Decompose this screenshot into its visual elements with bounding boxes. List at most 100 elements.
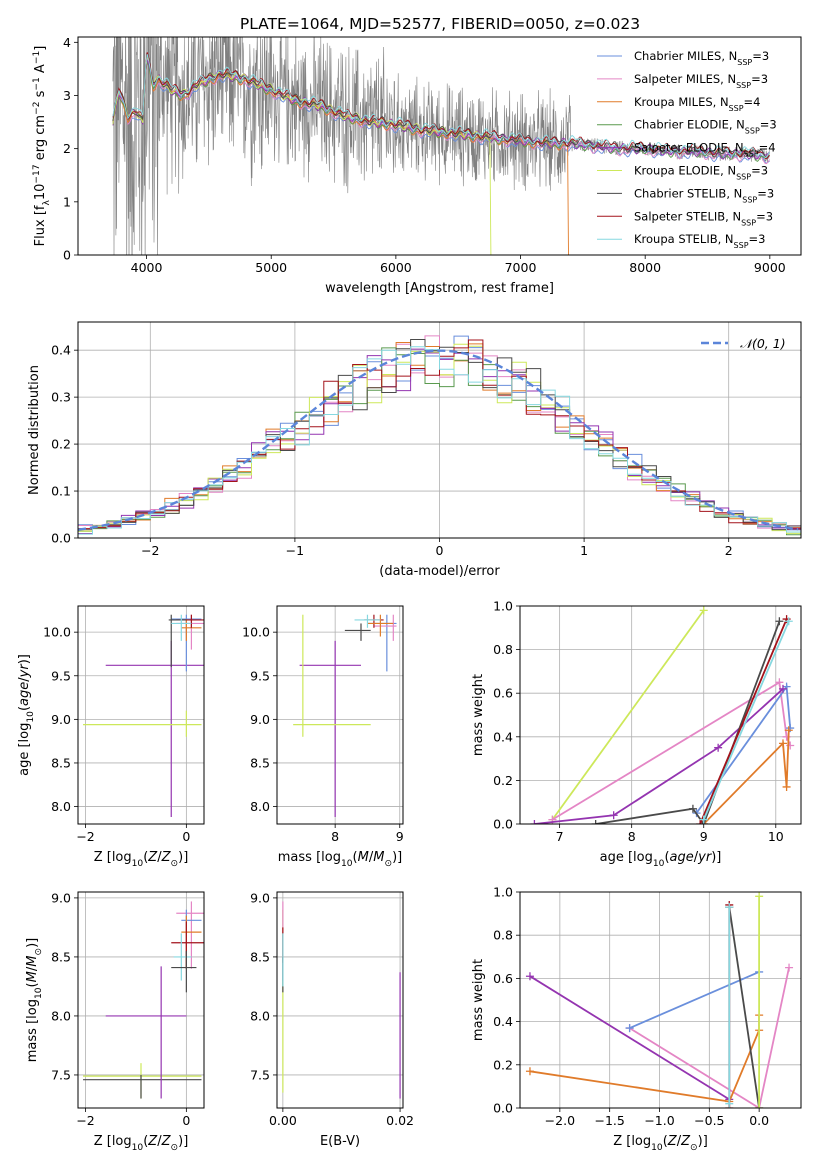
y-tick-label: 8.5: [51, 949, 71, 964]
axes-age_vs_Z: −2 0 8.0 8.5 9.0 9.5 10.0 Z [log10(Z/Z⊙)] age [l…: [17, 605, 205, 869]
weight-marker: [591, 820, 600, 824]
y-axis-label: Flux [fλ10−17 erg cm−2 s−1 A−1]: [32, 46, 52, 247]
axes-frame: [519, 891, 802, 1109]
legend-entry: Salpeter ELODIE, NSSP=4: [634, 141, 776, 159]
x-tick-label: 9: [396, 829, 404, 844]
weight-line: [728, 906, 760, 1108]
point-salpeter-elodie: [105, 966, 187, 1099]
x-tick-label: 4000: [131, 260, 163, 275]
x-tick-label: 6000: [380, 260, 412, 275]
axes-frame: [276, 605, 404, 825]
figure-title: PLATE=1064, MJD=52577, FIBERID=0050, z=0…: [240, 15, 640, 33]
decorations: 7 8 9 10 0.0 0.2 0.4 0.6 0.8 1.0 age [log10(age/yr…: [471, 599, 802, 869]
point-chabrier-stelib: [171, 951, 197, 993]
plot-area: [112, 37, 770, 255]
y-tick-label: 0.2: [51, 437, 71, 452]
y-tick-label: 9.5: [250, 668, 270, 683]
x-axis-label: wavelength [Angstrom, rest frame]: [325, 281, 554, 296]
weight-line: [534, 688, 784, 824]
y-tick-label: 0.8: [493, 928, 513, 943]
legend-entry: Kroupa ELODIE, NSSP=3: [634, 164, 768, 182]
x-tick-label: −0.5: [694, 1113, 724, 1128]
point-kroupa-stelib: [171, 614, 192, 641]
reference-legend-label: 𝒩(0, 1): [740, 336, 786, 351]
y-tick-label: 8.0: [51, 799, 71, 814]
axes-spectrum: 4000 5000 6000 7000 8000 9000 0 1 2 3 4 wavelength …: [32, 35, 802, 296]
y-axis-label: mass weight: [471, 959, 486, 1041]
y-tick-label: 1: [63, 194, 71, 209]
point-kroupa-miles: [367, 614, 394, 637]
model-line-chabrier-miles: [112, 57, 770, 164]
y-tick-label: 8.5: [250, 755, 270, 770]
x-tick-label: 0.0: [749, 1113, 769, 1128]
x-tick-label: 7000: [505, 260, 537, 275]
x-axis-label: Z [log10(Z/Z⊙)]: [94, 850, 189, 869]
axes-mass_vs_EBV: 0.00 0.02 7.5 8.0 8.5 9.0 E(B-V): [250, 890, 414, 1149]
weight-marker: [785, 963, 794, 972]
model-line-kroupa-elodie: [112, 55, 492, 255]
y-tick-label: 3: [63, 88, 71, 103]
x-axis-label: age [log10(age/yr)]: [600, 850, 722, 869]
spectrum-legend: Chabrier MILES, NSSP=3 Salpeter MILES, NS…: [597, 49, 777, 250]
x-tick-label: −1.5: [595, 1113, 625, 1128]
x-tick-label: −1: [286, 543, 304, 558]
point-salpeter-elodie: [105, 640, 204, 818]
weight-line: [703, 730, 790, 824]
decorations: 0.00 0.02 7.5 8.0 8.5 9.0 E(B-V): [250, 890, 414, 1149]
legend-entry: Salpeter STELIB, NSSP=3: [634, 209, 773, 227]
y-tick-label: 7.5: [250, 1067, 270, 1082]
x-tick-label: 0: [182, 829, 190, 844]
axes-frame: [77, 36, 802, 256]
point-chabrier-stelib: [83, 1074, 202, 1099]
y-tick-label: 0.4: [493, 729, 513, 744]
weight-marker: [525, 1067, 534, 1076]
weight-marker: [688, 804, 697, 813]
x-tick-label: 10: [768, 829, 784, 844]
y-tick-label: 7.5: [51, 1067, 71, 1082]
legend-entry: Chabrier ELODIE, NSSP=3: [634, 118, 777, 136]
x-tick-label: 8: [331, 829, 339, 844]
plot-area: [293, 614, 397, 818]
point-salpeter-miles: [373, 614, 397, 641]
weight-marker: [784, 617, 793, 626]
y-tick-label: 0.4: [51, 343, 71, 358]
weight-line: [699, 618, 788, 824]
y-axis-label: age [log10(age/yr)]: [17, 654, 36, 776]
x-tick-label: −2: [76, 1113, 94, 1128]
y-axis-label: mass weight: [471, 674, 486, 756]
x-axis-label: mass [log10(M/M⊙)]: [278, 850, 402, 869]
y-tick-label: 9.0: [250, 712, 270, 727]
decorations: −2 0 7.5 8.0 8.5 9.0 Z [log10(Z/Z⊙)] mass [log1…: [25, 890, 205, 1153]
weight-marker: [609, 811, 618, 820]
y-tick-label: 9.0: [250, 890, 270, 905]
axes-age_vs_mass: 8 9 8.0 8.5 9.0 9.5 10.0 mass [log10(M/M⊙)]: [242, 605, 404, 869]
axes-mass_vs_Z: −2 0 7.5 8.0 8.5 9.0 Z [log10(Z/Z⊙)] mass [log1…: [25, 890, 205, 1153]
model-line-chabrier-stelib: [112, 52, 770, 159]
axes-residuals: −2 −1 0 1 2 0.0 0.1 0.2 0.3 0.4 (data-model)/error…: [27, 321, 802, 579]
plot-area: [78, 335, 801, 536]
decorations: −2.0 −1.5 −1.0 −0.5 0.0 0.0 0.2 0.4 0.6 0.8 1.0 Z […: [471, 885, 802, 1153]
y-tick-label: 0: [63, 248, 71, 263]
y-tick-label: 9.0: [51, 890, 71, 905]
x-tick-label: 9000: [754, 260, 786, 275]
x-tick-label: 0.00: [269, 1113, 297, 1128]
y-tick-label: 8.0: [51, 1008, 71, 1023]
plot-area: [83, 901, 204, 1099]
weight-line: [551, 609, 705, 821]
point-kroupa-elodie: [293, 614, 371, 737]
weight-marker: [714, 743, 723, 752]
y-tick-label: 1.0: [493, 885, 513, 900]
weight-marker: [755, 1104, 764, 1108]
y-axis-label: Normed distribution: [27, 365, 42, 495]
y-tick-label: 1.0: [493, 599, 513, 614]
y-tick-label: 0.2: [493, 1057, 513, 1072]
point-chabrier-stelib: [344, 623, 371, 641]
x-tick-label: 8000: [629, 260, 661, 275]
decorations: −2 −1 0 1 2 0.0 0.1 0.2 0.3 0.4 (data-model)/error…: [27, 321, 802, 579]
weight-line: [595, 620, 781, 824]
x-tick-label: 9: [700, 829, 708, 844]
weight-marker: [696, 820, 705, 824]
x-tick-label: −2.0: [545, 1113, 575, 1128]
weight-line: [629, 967, 790, 1108]
y-tick-label: 10.0: [242, 625, 270, 640]
